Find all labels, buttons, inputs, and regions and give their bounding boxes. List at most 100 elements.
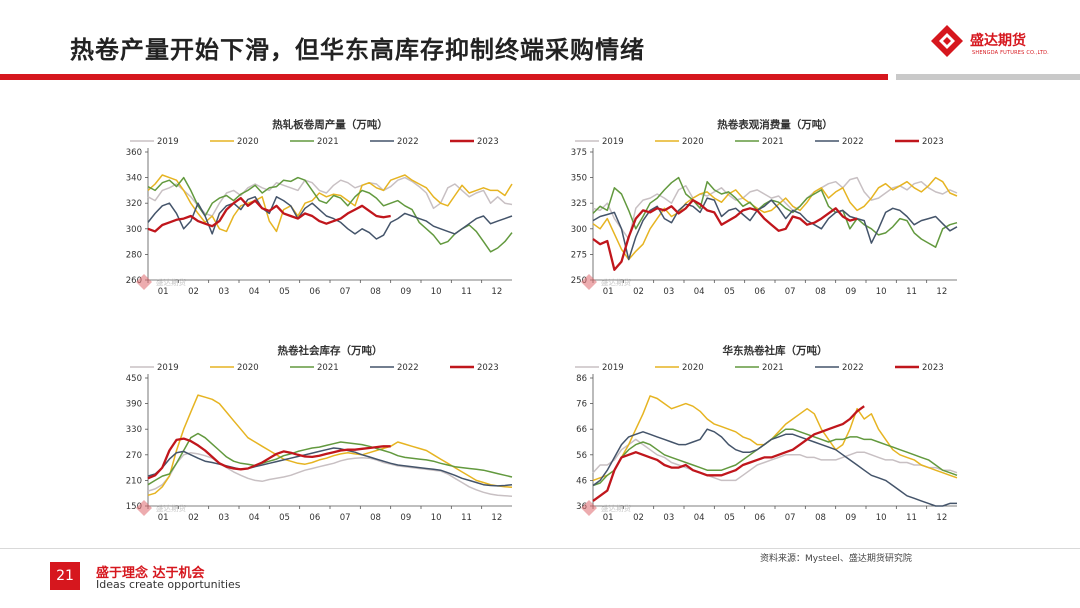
series-line-2020 — [147, 174, 513, 233]
series-line-2019 — [592, 438, 958, 482]
x-tick-label: 08 — [370, 287, 381, 297]
series-line-2023 — [592, 198, 858, 271]
x-tick-label: 12 — [936, 287, 947, 297]
y-tick-label: 325 — [571, 199, 587, 209]
x-tick-label: 11 — [461, 287, 472, 297]
x-tick-label: 02 — [188, 287, 199, 297]
x-tick-label: 05 — [279, 513, 290, 523]
chart-svg: 热卷表观消费量（万吨） 2019 2020 2021 2022 2023 250 275 300… — [571, 118, 958, 297]
y-tick-label: 390 — [126, 400, 142, 410]
x-tick-label: 09 — [845, 287, 856, 297]
chart-svg: 热轧板卷周产量（万吨） 2019 2020 2021 2022 2023 260 280 300… — [126, 118, 513, 297]
legend-label-2020: 2020 — [237, 363, 259, 373]
series-line-2022 — [147, 447, 513, 487]
legend-label-2019: 2019 — [602, 137, 624, 147]
watermark-text: 盛达期货 — [156, 277, 186, 287]
series-line-2021 — [147, 176, 513, 253]
series-line-2022 — [147, 196, 513, 240]
watermark-icon — [581, 500, 597, 516]
legend-label-2023: 2023 — [922, 363, 944, 373]
footer-divider — [0, 548, 1080, 549]
chart-title: 华东热卷社库（万吨） — [723, 344, 828, 357]
legend-label-2019: 2019 — [602, 363, 624, 373]
x-tick-label: 05 — [279, 287, 290, 297]
x-tick-label: 03 — [218, 513, 229, 523]
series-line-2023 — [147, 196, 391, 233]
x-tick-label: 11 — [906, 287, 917, 297]
x-tick-label: 12 — [936, 513, 947, 523]
legend-label-2019: 2019 — [157, 363, 179, 373]
series-line-2023 — [592, 405, 865, 502]
legend-label-2023: 2023 — [922, 137, 944, 147]
y-tick-label: 36 — [576, 502, 587, 512]
x-tick-label: 04 — [694, 513, 705, 523]
legend-label-2022: 2022 — [397, 137, 419, 147]
series-line-2020 — [592, 176, 958, 261]
series-line-2019 — [592, 176, 958, 240]
series-line-2021 — [592, 176, 958, 248]
x-tick-label: 01 — [158, 287, 169, 297]
legend-label-2023: 2023 — [477, 137, 499, 147]
y-tick-label: 250 — [571, 276, 587, 286]
y-tick-label: 450 — [126, 374, 142, 384]
x-tick-label: 08 — [370, 513, 381, 523]
series-line-2022 — [592, 197, 958, 261]
chart-title: 热轧板卷周产量（万吨） — [272, 118, 388, 131]
slogan-cn: 盛于理念 达于机会 — [96, 566, 205, 581]
legend-label-2022: 2022 — [842, 363, 864, 373]
y-tick-label: 86 — [576, 374, 587, 384]
x-tick-label: 04 — [249, 513, 260, 523]
x-tick-label: 08 — [815, 513, 826, 523]
y-tick-label: 56 — [576, 451, 587, 461]
legend-label-2021: 2021 — [762, 363, 784, 373]
legend-label-2020: 2020 — [237, 137, 259, 147]
x-tick-label: 07 — [785, 287, 796, 297]
watermark: 盛达期货 — [136, 274, 186, 290]
x-tick-label: 06 — [754, 287, 765, 297]
x-tick-label: 07 — [340, 513, 351, 523]
watermark: 盛达期货 — [136, 500, 186, 516]
x-tick-label: 10 — [876, 513, 887, 523]
legend-label-2023: 2023 — [477, 363, 499, 373]
x-tick-label: 07 — [340, 287, 351, 297]
x-tick-label: 03 — [663, 287, 674, 297]
y-tick-label: 280 — [126, 250, 142, 260]
chart-svg: 热卷社会库存（万吨） 2019 2020 2021 2022 2023 150 210 270 3… — [126, 344, 513, 523]
company-logo: 盛达期货 SHENGDA FUTURES CO.,LTD. — [930, 24, 1050, 64]
x-tick-label: 06 — [309, 287, 320, 297]
series-line-2023 — [147, 437, 391, 480]
y-tick-label: 320 — [126, 199, 142, 209]
x-tick-label: 01 — [603, 287, 614, 297]
legend-label-2019: 2019 — [157, 137, 179, 147]
x-tick-label: 11 — [461, 513, 472, 523]
series-line-2021 — [147, 432, 513, 486]
page-number: 21 — [50, 562, 80, 590]
y-tick-label: 300 — [571, 225, 587, 235]
x-tick-label: 05 — [724, 513, 735, 523]
x-tick-label: 11 — [906, 513, 917, 523]
x-tick-label: 01 — [603, 513, 614, 523]
x-tick-label: 10 — [431, 287, 442, 297]
series-line-2022 — [592, 428, 957, 507]
logo-subtext: SHENGDA FUTURES CO.,LTD. — [972, 50, 1049, 56]
x-tick-label: 03 — [663, 513, 674, 523]
x-tick-label: 02 — [188, 513, 199, 523]
x-tick-label: 08 — [815, 287, 826, 297]
x-tick-label: 01 — [158, 513, 169, 523]
x-tick-label: 09 — [400, 287, 411, 297]
y-tick-label: 150 — [126, 502, 142, 512]
watermark-text: 盛达期货 — [156, 503, 186, 513]
x-tick-label: 06 — [309, 513, 320, 523]
x-tick-label: 12 — [491, 287, 502, 297]
legend-label-2021: 2021 — [762, 137, 784, 147]
y-tick-label: 300 — [126, 225, 142, 235]
y-tick-label: 66 — [576, 425, 587, 435]
y-tick-label: 360 — [126, 148, 142, 158]
chart-title: 热卷社会库存（万吨） — [278, 344, 383, 357]
watermark-icon — [136, 274, 152, 290]
page-title: 热卷产量开始下滑，但华东高库存抑制终端采购情绪 — [70, 36, 645, 64]
legend-label-2021: 2021 — [317, 137, 339, 147]
chart-production: 热轧板卷周产量（万吨） 2019 2020 2021 2022 2023 260 280 300… — [110, 112, 530, 317]
slogan-en: Ideas create opportunities — [96, 578, 241, 591]
x-tick-label: 02 — [633, 287, 644, 297]
